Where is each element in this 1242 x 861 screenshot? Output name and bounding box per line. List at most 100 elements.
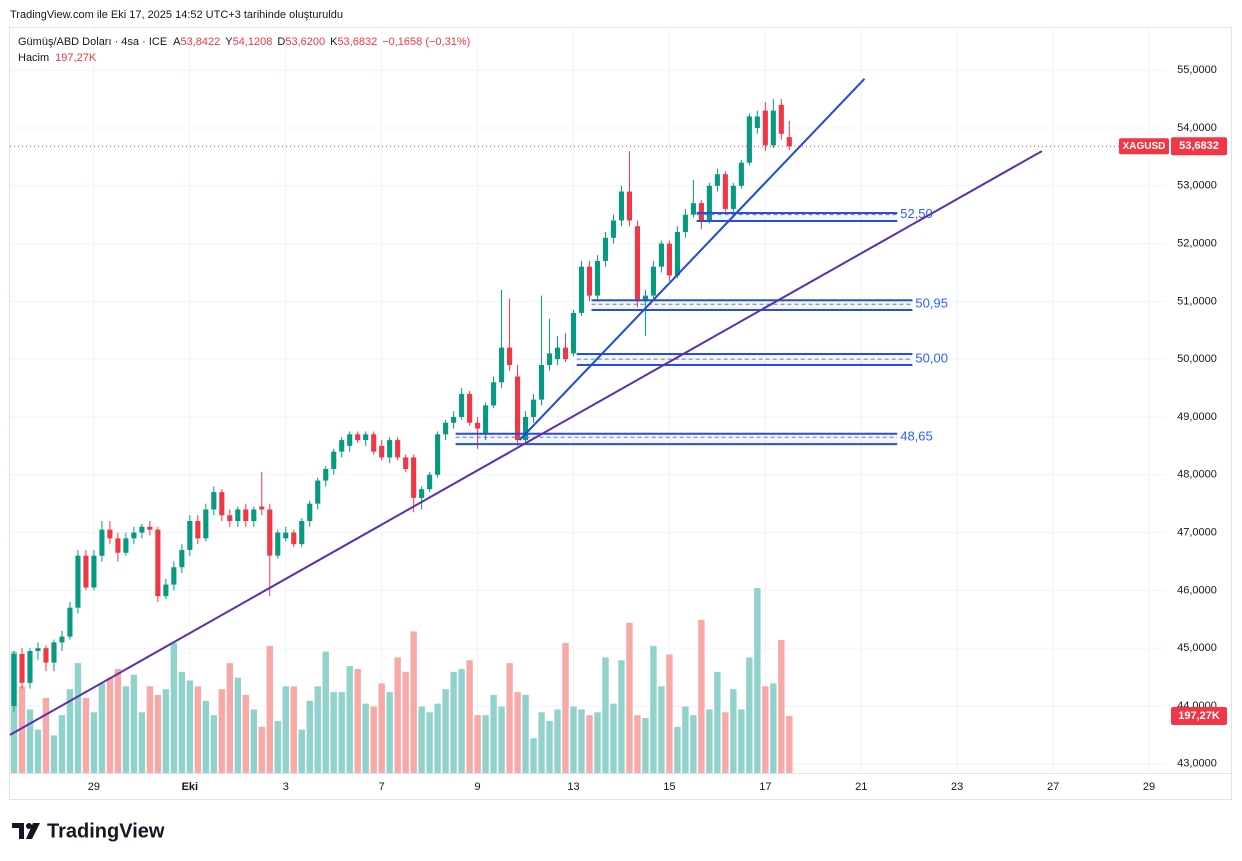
candle-body bbox=[195, 521, 201, 539]
volume-bar bbox=[530, 738, 537, 773]
volume-bar bbox=[690, 715, 697, 773]
volume-bar bbox=[258, 726, 265, 773]
candle-body bbox=[139, 526, 145, 533]
volume-bar bbox=[178, 671, 186, 773]
candle-body bbox=[123, 538, 129, 553]
candle-body bbox=[499, 347, 505, 383]
symbol-tag-label: XAGUSD bbox=[1123, 141, 1166, 152]
zone-label: 50,95 bbox=[915, 296, 948, 311]
legend-key: D bbox=[277, 36, 285, 48]
volume-bar bbox=[74, 663, 82, 773]
zone-fill bbox=[696, 212, 898, 222]
candle-body bbox=[443, 422, 449, 435]
candle-body bbox=[419, 489, 425, 498]
candle-body bbox=[267, 509, 273, 556]
symbol-tag bbox=[1119, 138, 1169, 155]
x-tick-label: 29 bbox=[1143, 781, 1155, 793]
candle-body bbox=[323, 468, 329, 481]
candle-body bbox=[610, 220, 617, 238]
candle-body bbox=[435, 434, 441, 475]
candle-body bbox=[515, 376, 521, 441]
candle-body bbox=[762, 110, 768, 146]
candle-body bbox=[187, 521, 193, 550]
logo-dot bbox=[26, 823, 32, 829]
volume-bar bbox=[250, 709, 257, 773]
volume-bar bbox=[730, 689, 737, 773]
y-tick-label: 52,0000 bbox=[1177, 237, 1217, 249]
candle-body bbox=[171, 567, 177, 585]
candle-body bbox=[706, 185, 712, 221]
volume-bar bbox=[34, 729, 42, 773]
candle-body bbox=[251, 509, 257, 522]
candle-body bbox=[674, 232, 680, 276]
candle-body bbox=[147, 526, 153, 530]
volume-bar bbox=[626, 622, 633, 773]
y-tick-label: 55,0000 bbox=[1177, 64, 1217, 76]
volume-bar bbox=[522, 694, 529, 773]
legend-value: 53,6832 bbox=[337, 36, 377, 48]
candle-body bbox=[786, 137, 792, 147]
volume-bar bbox=[482, 715, 489, 773]
x-tick-label: 23 bbox=[951, 781, 963, 793]
candle-body bbox=[107, 529, 113, 539]
y-tick-label: 45,0000 bbox=[1177, 642, 1217, 654]
volume-bar bbox=[226, 663, 234, 773]
volume-bar bbox=[562, 642, 569, 773]
volume-bar bbox=[442, 689, 449, 773]
candle-body bbox=[626, 191, 633, 221]
candle-body bbox=[682, 214, 688, 233]
candle-body bbox=[371, 434, 377, 452]
brand: TradingView bbox=[47, 820, 165, 842]
y-tick-label: 53,0000 bbox=[1177, 180, 1217, 192]
candle-body bbox=[690, 203, 696, 215]
chart-frame bbox=[9, 27, 1232, 800]
volume-bar bbox=[138, 712, 146, 773]
volume-bar bbox=[26, 709, 34, 773]
zone-label: 52,50 bbox=[900, 206, 933, 221]
volume-bar bbox=[698, 619, 705, 773]
volume-bar bbox=[738, 709, 745, 773]
candle-body bbox=[578, 266, 585, 313]
volume-bar bbox=[218, 689, 226, 773]
candle-body bbox=[43, 648, 49, 663]
candle-body bbox=[714, 174, 720, 186]
candle-body bbox=[507, 347, 513, 365]
volume-bar bbox=[306, 700, 313, 773]
volume-bar bbox=[322, 651, 329, 773]
candle-body bbox=[395, 440, 401, 458]
candle-body bbox=[379, 445, 385, 458]
volume-bar bbox=[290, 686, 297, 773]
volume-bar bbox=[490, 694, 497, 773]
volume-bar bbox=[706, 709, 713, 773]
candle-body bbox=[299, 521, 305, 545]
x-tick-label: 7 bbox=[379, 781, 385, 793]
volume-bar bbox=[66, 689, 74, 773]
candle-body bbox=[602, 237, 609, 261]
volume-bar bbox=[786, 715, 793, 773]
candle-body bbox=[307, 503, 313, 522]
y-tick-label: 50,0000 bbox=[1177, 353, 1217, 365]
caption: TradingView.com ile Eki 17, 2025 14:52 U… bbox=[10, 9, 343, 21]
volume-bar bbox=[426, 712, 433, 773]
volume-bar bbox=[194, 686, 202, 773]
volume-bar bbox=[386, 692, 393, 773]
x-tick-label: 17 bbox=[759, 781, 771, 793]
volume-bar bbox=[266, 645, 273, 773]
legend-key: A bbox=[173, 36, 181, 48]
volume-bar bbox=[434, 703, 441, 773]
volume-bar bbox=[618, 660, 625, 773]
candle-body bbox=[243, 509, 249, 522]
candle-body bbox=[259, 506, 265, 510]
x-tick-label: Eki bbox=[182, 781, 199, 793]
volume-bar bbox=[610, 703, 617, 773]
legend-key: Y bbox=[225, 36, 233, 48]
candle-body bbox=[203, 509, 209, 539]
candle-body bbox=[650, 266, 657, 296]
candle-body bbox=[275, 532, 281, 556]
legend-value: 54,1208 bbox=[233, 36, 273, 48]
candle-body bbox=[658, 243, 664, 267]
volume-bar bbox=[162, 689, 170, 773]
candle-body bbox=[67, 607, 73, 637]
candle-body bbox=[99, 529, 105, 556]
